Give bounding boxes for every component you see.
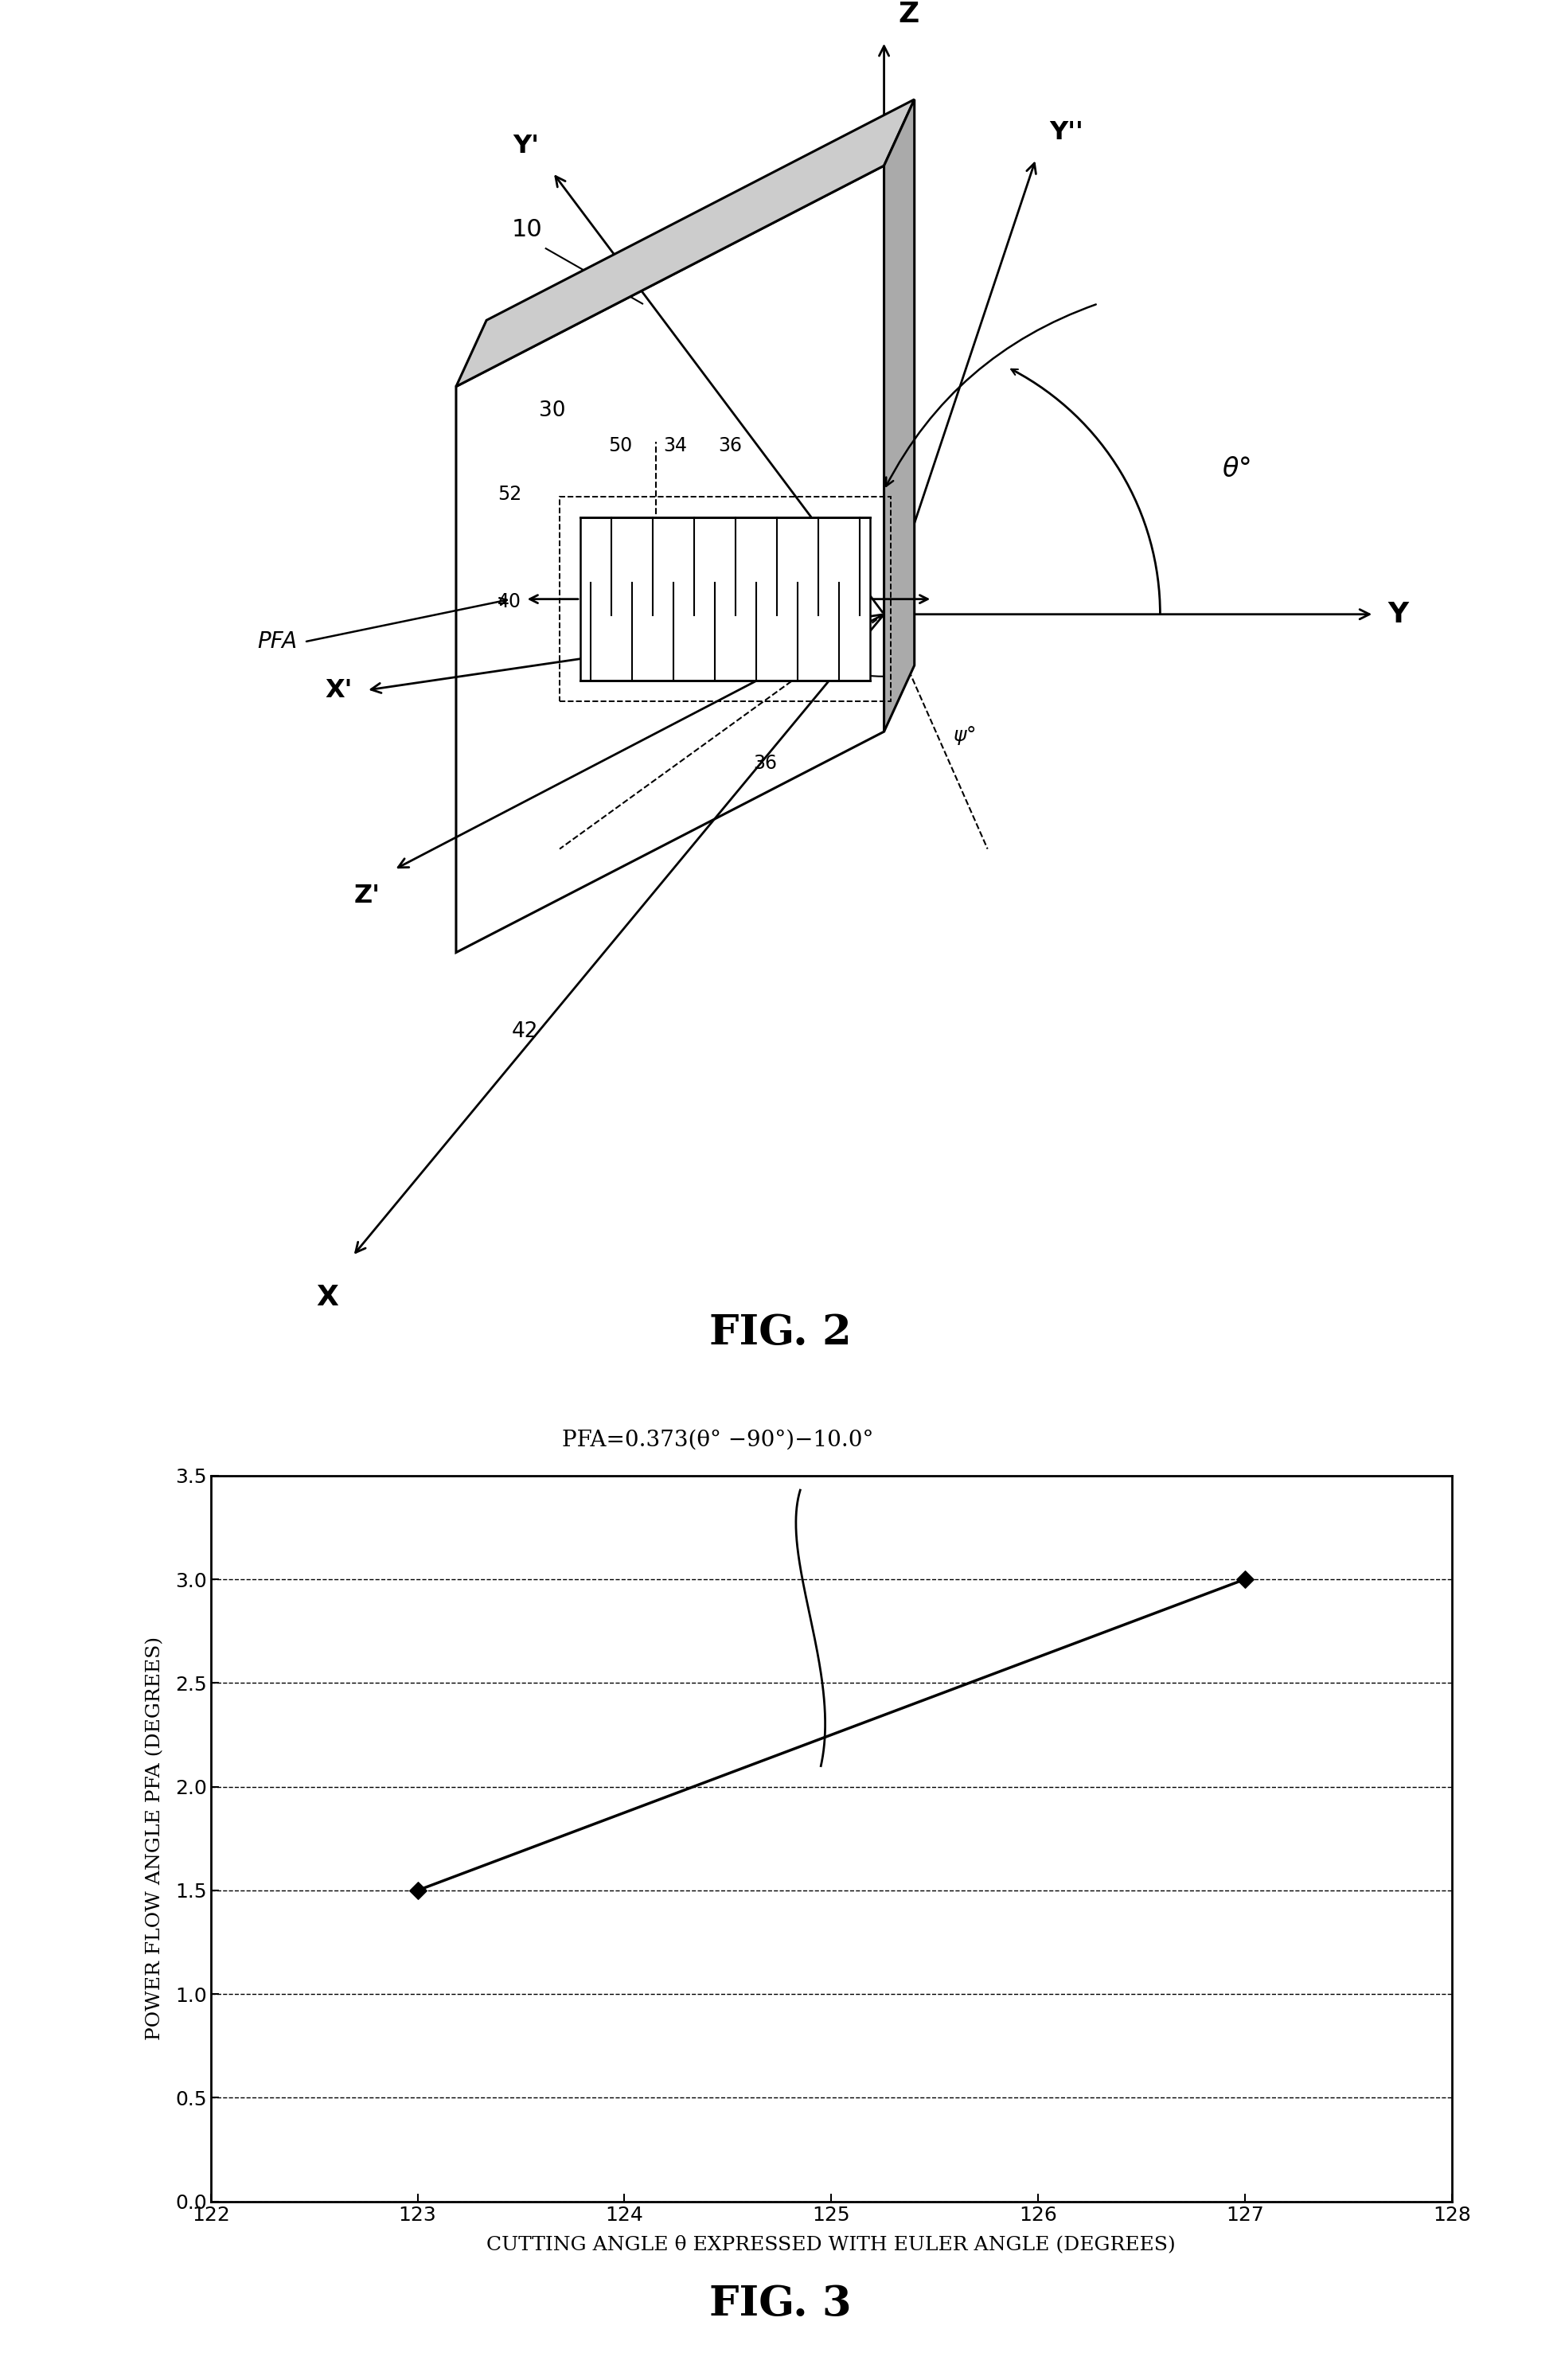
Text: 36: 36 [718, 436, 743, 455]
Text: 50: 50 [607, 436, 632, 455]
Polygon shape [884, 100, 915, 731]
Text: Y': Y' [512, 133, 539, 159]
Text: 36: 36 [752, 754, 777, 774]
Text: PFA=0.373(θ° −90°)−10.0°: PFA=0.373(θ° −90°)−10.0° [562, 1430, 873, 1452]
Text: 10: 10 [512, 219, 542, 243]
Text: FIG. 3: FIG. 3 [709, 2282, 852, 2325]
Text: FIG. 2: FIG. 2 [709, 1311, 852, 1352]
Bar [581, 519, 869, 681]
Text: Y: Y [1388, 600, 1408, 628]
Text: 34: 34 [663, 436, 687, 455]
Bar [560, 497, 891, 702]
Polygon shape [456, 100, 915, 386]
Text: Z: Z [898, 0, 919, 29]
Text: Y'': Y'' [1049, 121, 1083, 145]
Text: X: X [317, 1283, 339, 1311]
Text: 42: 42 [512, 1021, 539, 1042]
Y-axis label: POWER FLOW ANGLE PFA (DEGREES): POWER FLOW ANGLE PFA (DEGREES) [145, 1637, 164, 2040]
Point [1233, 1561, 1258, 1599]
X-axis label: CUTTING ANGLE θ EXPRESSED WITH EULER ANGLE (DEGREES): CUTTING ANGLE θ EXPRESSED WITH EULER ANG… [487, 2235, 1175, 2254]
Text: X': X' [325, 678, 353, 702]
Text: $\psi$°: $\psi$° [954, 724, 976, 747]
Text: 52: 52 [498, 486, 521, 505]
Polygon shape [456, 167, 884, 952]
Text: 40: 40 [498, 593, 521, 612]
Text: Z': Z' [354, 883, 381, 909]
Text: PFA: PFA [258, 631, 297, 652]
Text: 30: 30 [539, 400, 565, 421]
Point [406, 1871, 431, 1909]
Text: $\theta$°: $\theta$° [1222, 457, 1250, 483]
